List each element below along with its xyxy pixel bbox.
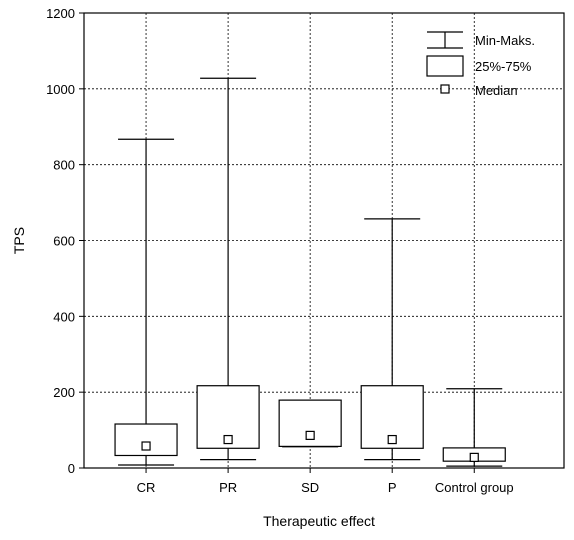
legend: Min-Maks. 25%-75% Median	[426, 31, 535, 98]
legend-median-label: Median	[475, 83, 518, 98]
box-cr	[114, 138, 178, 466]
median-marker	[141, 441, 151, 451]
box-pr	[196, 77, 260, 461]
y-tick-label: 200	[53, 385, 75, 400]
y-tick-label: 1200	[46, 6, 75, 21]
y-tick-label: 0	[68, 461, 75, 476]
x-tick-label: CR	[137, 480, 156, 495]
legend-min-max-label: Min-Maks.	[475, 33, 535, 48]
median-marker	[469, 452, 479, 462]
legend-item-quartiles: 25%-75%	[426, 55, 532, 77]
x-tick-label: SD	[301, 480, 319, 495]
legend-item-min-max: Min-Maks.	[427, 31, 535, 49]
x-axis-title: Therapeutic effect	[263, 513, 375, 529]
box-p	[360, 218, 424, 461]
legend-item-median: Median	[440, 83, 518, 98]
legend-min-max-symbol	[427, 31, 463, 49]
y-tick-label: 400	[53, 309, 75, 324]
boxes	[114, 77, 506, 467]
x-axis: CR PR SD P Control group	[137, 468, 514, 495]
x-tick-label: PR	[219, 480, 237, 495]
median-marker	[223, 434, 233, 445]
x-tick-label: Control group	[435, 480, 514, 495]
median-marker	[387, 434, 397, 445]
box-control-group	[442, 388, 506, 467]
y-tick-label: 1000	[46, 82, 75, 97]
grid-lines	[84, 13, 564, 468]
quartile-box	[114, 423, 178, 457]
median-marker	[305, 430, 315, 440]
legend-quartile-label: 25%-75%	[475, 59, 532, 74]
y-axis: 0 200 400 600 800 1000 1200	[46, 6, 84, 476]
legend-median-symbol	[440, 84, 450, 94]
y-axis-title: TPS	[11, 227, 27, 254]
legend-quartile-box-symbol	[426, 55, 464, 77]
y-tick-label: 600	[53, 234, 75, 249]
y-tick-label: 800	[53, 158, 75, 173]
x-tick-label: P	[388, 480, 397, 495]
box-sd	[278, 399, 342, 448]
